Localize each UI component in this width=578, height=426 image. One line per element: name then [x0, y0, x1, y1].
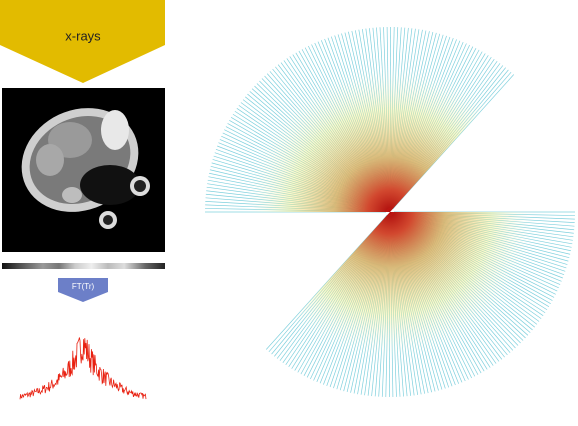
xray-label: x-rays	[65, 28, 101, 43]
ft-arrow	[58, 278, 108, 302]
projection-strip	[2, 263, 165, 269]
ct-image	[2, 88, 165, 252]
spectrum	[19, 337, 147, 400]
fan-heat	[205, 27, 575, 397]
ft-label: FT(Tr)	[72, 282, 95, 291]
xray-arrow	[0, 0, 165, 83]
